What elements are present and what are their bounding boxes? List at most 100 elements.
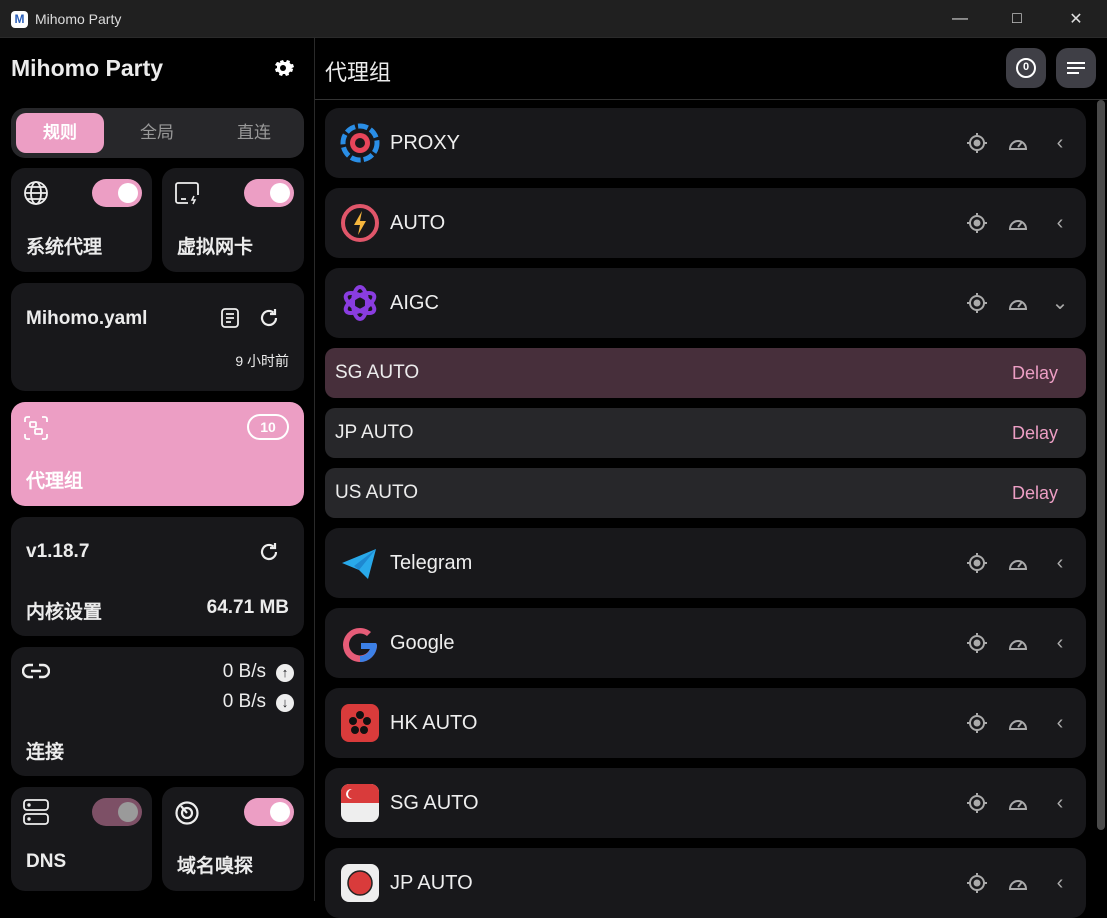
speed-test-icon[interactable] <box>1007 712 1029 734</box>
minimize-button[interactable]: — <box>952 10 968 27</box>
core-card[interactable]: v1.18.7 内核设置 64.71 MB <box>11 517 304 636</box>
chevron-left-icon[interactable]: ‹ <box>1056 132 1064 154</box>
speed-test-icon[interactable] <box>1007 132 1029 154</box>
locate-icon[interactable] <box>966 872 988 894</box>
locate-icon[interactable] <box>966 292 988 314</box>
proxy-groups-label: 代理组 <box>26 471 84 492</box>
dns-toggle[interactable] <box>92 798 142 826</box>
tun-toggle[interactable] <box>244 179 294 207</box>
speed-test-icon[interactable] <box>1007 292 1029 314</box>
locate-icon[interactable] <box>966 792 988 814</box>
settings-gear-icon[interactable] <box>271 56 295 80</box>
sort-button[interactable] <box>1056 48 1096 88</box>
group-name: HK AUTO <box>390 712 478 734</box>
sniff-toggle[interactable] <box>244 798 294 826</box>
speed-test-icon[interactable] <box>1007 552 1029 574</box>
delay-zero-icon: 0 <box>1016 58 1036 78</box>
globe-icon <box>24 181 48 205</box>
locate-icon[interactable] <box>966 632 988 654</box>
delay-button[interactable]: Delay <box>1011 423 1058 443</box>
proxy-name: US AUTO <box>335 482 419 503</box>
system-proxy-toggle[interactable] <box>92 179 142 207</box>
delay-test-button[interactable]: 0 <box>1006 48 1046 88</box>
proxy-group-jp-auto[interactable]: JP AUTO ‹ <box>325 848 1086 918</box>
chevron-left-icon[interactable]: ‹ <box>1056 632 1064 654</box>
edit-file-icon[interactable] <box>219 307 241 329</box>
app-name: Mihomo Party <box>11 55 164 81</box>
upload-arrow-icon: ↑ <box>276 664 294 682</box>
sidebar-item-proxy-groups[interactable]: 10 代理组 <box>11 402 304 506</box>
radar-icon <box>175 801 199 825</box>
divider <box>314 38 315 901</box>
speed-test-icon[interactable] <box>1007 632 1029 654</box>
dns-card[interactable]: DNS <box>11 787 152 891</box>
profile-card[interactable]: Mihomo.yaml 9 小时前 <box>11 283 304 391</box>
group-name: Telegram <box>390 552 473 574</box>
restart-core-icon[interactable] <box>258 541 280 563</box>
chevron-left-icon[interactable]: ‹ <box>1056 552 1064 574</box>
header-divider <box>315 99 1107 100</box>
connections-label: 连接 <box>26 742 65 763</box>
proxy-item[interactable]: US AUTO Delay <box>325 468 1086 518</box>
sort-lines-icon <box>1067 62 1085 74</box>
chevron-left-icon[interactable]: ‹ <box>1056 712 1064 734</box>
proxy-name: SG AUTO <box>335 362 420 383</box>
group-name: AIGC <box>390 292 439 314</box>
proxy-group-auto[interactable]: AUTO ‹ <box>325 188 1086 258</box>
hk-flag-icon <box>341 704 379 742</box>
delay-button[interactable]: Delay <box>1011 363 1058 383</box>
upload-speed: 0 B/s <box>222 661 266 682</box>
tab-rule[interactable]: 规则 <box>16 113 104 153</box>
group-name: PROXY <box>390 132 461 154</box>
group-name: JP AUTO <box>390 872 473 894</box>
download-arrow-icon: ↓ <box>276 694 294 712</box>
core-memory: 64.71 MB <box>206 597 289 618</box>
proxy-group-proxy[interactable]: PROXY ‹ <box>325 108 1086 178</box>
tab-direct[interactable]: 直连 <box>237 123 271 142</box>
core-version: v1.18.7 <box>26 541 90 562</box>
delay-button[interactable]: Delay <box>1011 483 1058 503</box>
proxy-group-google[interactable]: Google ‹ <box>325 608 1086 678</box>
proxy-groups-count-badge: 10 <box>247 414 289 440</box>
speed-test-icon[interactable] <box>1007 792 1029 814</box>
jp-flag-icon <box>341 864 379 902</box>
maximize-button[interactable]: □ <box>1012 10 1022 27</box>
tab-global[interactable]: 全局 <box>140 123 174 142</box>
group-name: Google <box>390 632 455 654</box>
chevron-left-icon[interactable]: ‹ <box>1056 792 1064 814</box>
sniff-card[interactable]: 域名嗅探 <box>162 787 304 891</box>
tun-label: 虚拟网卡 <box>177 237 254 258</box>
speed-test-icon[interactable] <box>1007 872 1029 894</box>
proxy-group-telegram[interactable]: Telegram ‹ <box>325 528 1086 598</box>
page-title: 代理组 <box>325 60 392 85</box>
openai-icon <box>343 285 377 321</box>
window-title: Mihomo Party <box>35 11 122 27</box>
proxy-group-hk-auto[interactable]: HK AUTO ‹ <box>325 688 1086 758</box>
locate-icon[interactable] <box>966 552 988 574</box>
connections-card[interactable]: 0 B/s ↑ 0 B/s ↓ 连接 <box>11 647 304 776</box>
profile-updated-time: 9 小时前 <box>235 353 289 369</box>
proxy-item[interactable]: SG AUTO Delay <box>325 348 1086 398</box>
title-bar: M Mihomo Party — □ ✕ <box>0 0 1107 38</box>
locate-icon[interactable] <box>966 132 988 154</box>
auto-icon <box>341 204 379 242</box>
chevron-down-icon[interactable]: ⌄ <box>1051 292 1069 314</box>
proxy-group-sg-auto[interactable]: SG AUTO ‹ <box>325 768 1086 838</box>
google-icon <box>343 627 377 662</box>
proxy-item[interactable]: JP AUTO Delay <box>325 408 1086 458</box>
proxy-group-aigc[interactable]: AIGC ⌄ <box>325 268 1086 338</box>
close-button[interactable]: ✕ <box>1069 11 1083 28</box>
system-proxy-card[interactable]: 系统代理 <box>11 168 152 272</box>
speed-test-icon[interactable] <box>1007 212 1029 234</box>
download-speed: 0 B/s <box>222 691 266 712</box>
scrollbar[interactable] <box>1097 100 1105 830</box>
chevron-left-icon[interactable]: ‹ <box>1056 872 1064 894</box>
core-settings-label: 内核设置 <box>26 602 103 623</box>
tun-card[interactable]: 虚拟网卡 <box>162 168 304 272</box>
locate-icon[interactable] <box>966 212 988 234</box>
system-proxy-label: 系统代理 <box>26 237 103 258</box>
link-icon <box>22 663 50 679</box>
locate-icon[interactable] <box>966 712 988 734</box>
chevron-left-icon[interactable]: ‹ <box>1056 212 1064 234</box>
refresh-icon[interactable] <box>258 307 280 329</box>
